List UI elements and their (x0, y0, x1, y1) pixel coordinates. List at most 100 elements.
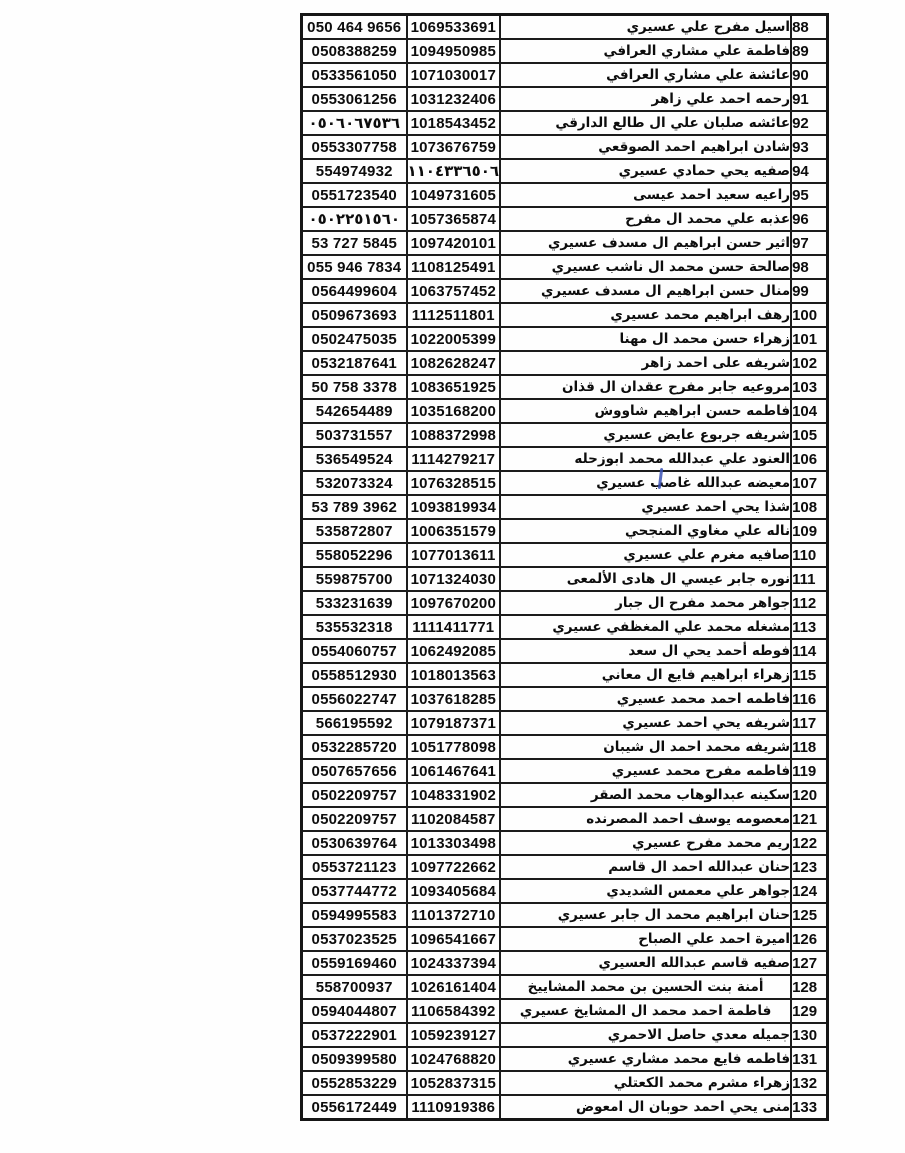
row-number-cell: 94 (790, 158, 829, 184)
table-row: 0502209757 1048331902 سكينه عبدالوهاب مح… (300, 782, 829, 808)
name-cell: اسيل مفرح علي عسيري (499, 13, 793, 40)
name-cell: شريفه على احمد زاهر (499, 350, 793, 376)
phone-cell: 0564499604 (300, 278, 408, 304)
row-number-cell: 95 (790, 182, 829, 208)
row-number-cell: 108 (790, 494, 829, 520)
name-cell: زهراء حسن محمد ال مهنا (499, 326, 793, 352)
name-cell: العنود علي عبدالله محمد ابوزحله (499, 446, 793, 472)
id-cell: 1076328515 (405, 470, 502, 496)
row-number-cell: 96 (790, 206, 829, 232)
id-cell: 1093405684 (405, 878, 502, 904)
name-cell: أمنة بنت الحسين بن محمد المشاييخ (499, 974, 793, 1000)
id-cell: 1037618285 (405, 686, 502, 712)
phone-cell: 558052296 (300, 542, 408, 568)
row-number-cell: 116 (790, 686, 829, 712)
table-row: 554974932 ١١٠٤٣٣٦٥٠٦ صفيه يحي حمادي عسير… (300, 158, 829, 184)
row-number-cell: 117 (790, 710, 829, 736)
name-cell: جواهر محمد مفرح ال جبار (499, 590, 793, 616)
phone-cell: 0554060757 (300, 638, 408, 664)
phone-cell: 542654489 (300, 398, 408, 424)
name-cell: شريفه يحي احمد عسيري (499, 710, 793, 736)
id-cell: 1024337394 (405, 950, 502, 976)
phone-cell: 0509399580 (300, 1046, 408, 1072)
row-number-cell: 118 (790, 734, 829, 760)
id-cell: 1083651925 (405, 374, 502, 400)
name-cell: مشغله محمد علي المغظفي عسيري (499, 614, 793, 640)
phone-cell: ٠٥٠٦٠٦٧٥٣٦ (300, 110, 408, 136)
name-cell: حنان عبدالله احمد ال قاسم (499, 854, 793, 880)
name-cell: صافيه مغرم علي عسيري (499, 542, 793, 568)
table-row: 558700937 1026161404 أمنة بنت الحسين بن … (300, 974, 829, 1000)
phone-cell: 0537744772 (300, 878, 408, 904)
id-cell: 1031232406 (405, 86, 502, 112)
table-row: 0594044807 1106584392 فاطمة احمد محمد ال… (300, 998, 829, 1024)
table-row: 559875700 1071324030 نوره جابر عيسي ال ه… (300, 566, 829, 592)
name-cell: فاطمة علي مشاري العرافي (499, 38, 793, 64)
id-cell: 1106584392 (405, 998, 502, 1024)
phone-cell: ٠٥٠٢٢٥١٥٦٠ (300, 206, 408, 232)
phone-cell: 536549524 (300, 446, 408, 472)
name-cell: عائشه صلبان علي ال طالع الدارقي (499, 110, 793, 136)
id-cell: 1026161404 (405, 974, 502, 1000)
name-cell: منال حسن ابراهيم ال مسدف عسيري (499, 278, 793, 304)
name-cell: سكينه عبدالوهاب محمد الصقر (499, 782, 793, 808)
id-cell: 1071030017 (405, 62, 502, 88)
table-row: 0553061256 1031232406 رحمه احمد علي زاهر… (300, 86, 829, 112)
phone-cell: 0530639764 (300, 830, 408, 856)
id-cell: 1088372998 (405, 422, 502, 448)
table-row: 0532285720 1051778098 شريفه محمد احمد ال… (300, 734, 829, 760)
row-number-cell: 98 (790, 254, 829, 280)
id-cell: 1018013563 (405, 662, 502, 688)
row-number-cell: 127 (790, 950, 829, 976)
phone-cell: 055 946 7834 (300, 254, 408, 280)
phone-cell: 0537222901 (300, 1022, 408, 1048)
name-cell: جميله معدي حاصل الاحمري (499, 1022, 793, 1048)
row-number-cell: 123 (790, 854, 829, 880)
row-number-cell: 115 (790, 662, 829, 688)
table-row: 0537222901 1059239127 جميله معدي حاصل ال… (300, 1022, 829, 1048)
row-number-cell: 109 (790, 518, 829, 544)
table-row: 0502209757 1102084587 معصومه يوسف احمد ا… (300, 806, 829, 832)
name-cell: ناله علي مغاوي المنجحي (499, 518, 793, 544)
table-row: 535872807 1006351579 ناله علي مغاوي المن… (300, 518, 829, 544)
table-row: 0552853229 1052837315 زهراء مشرم محمد ال… (300, 1070, 829, 1096)
id-cell: 1057365874 (405, 206, 502, 232)
row-number-cell: 102 (790, 350, 829, 376)
table-row: 503731557 1088372998 شريفه جربوع عايض عس… (300, 422, 829, 448)
row-number-cell: 101 (790, 326, 829, 352)
table-row: 0507657656 1061467641 فاطمه مفرح محمد عس… (300, 758, 829, 784)
name-cell: فاطمه احمد محمد عسيري (499, 686, 793, 712)
id-cell: 1062492085 (405, 638, 502, 664)
id-cell: 1024768820 (405, 1046, 502, 1072)
table-row: 0553721123 1097722662 حنان عبدالله احمد … (300, 854, 829, 880)
name-cell: شريفه جربوع عايض عسيري (499, 422, 793, 448)
phone-cell: 535532318 (300, 614, 408, 640)
table-row: 0508388259 1094950985 فاطمة علي مشاري ال… (300, 38, 829, 64)
table-row: 535532318 1111411771 مشغله محمد علي المغ… (300, 614, 829, 640)
id-cell: 1022005399 (405, 326, 502, 352)
name-cell: ريم محمد مفرح عسيري (499, 830, 793, 856)
row-number-cell: 93 (790, 134, 829, 160)
phone-cell: 533231639 (300, 590, 408, 616)
row-number-cell: 129 (790, 998, 829, 1024)
phone-cell: 0502209757 (300, 806, 408, 832)
id-cell: 1093819934 (405, 494, 502, 520)
phone-cell: 503731557 (300, 422, 408, 448)
id-cell: 1114279217 (405, 446, 502, 472)
table-row: 050 464 9656 1069533691 اسيل مفرح علي عس… (300, 13, 829, 40)
row-number-cell: 119 (790, 758, 829, 784)
name-cell: فاطمة احمد محمد ال المشايخ عسيري (499, 998, 793, 1024)
name-cell: شذا يحي احمد عسيري (499, 494, 793, 520)
row-number-cell: 110 (790, 542, 829, 568)
row-number-cell: 88 (790, 13, 829, 40)
name-cell: نوره جابر عيسي ال هادى الألمعى (499, 566, 793, 592)
id-cell: 1097722662 (405, 854, 502, 880)
phone-cell: 53 727 5845 (300, 230, 408, 256)
row-number-cell: 120 (790, 782, 829, 808)
phone-cell: 0556172449 (300, 1094, 408, 1121)
phone-cell: 0502475035 (300, 326, 408, 352)
phone-cell: 0553721123 (300, 854, 408, 880)
phone-cell: 532073324 (300, 470, 408, 496)
phone-cell: 0552853229 (300, 1070, 408, 1096)
